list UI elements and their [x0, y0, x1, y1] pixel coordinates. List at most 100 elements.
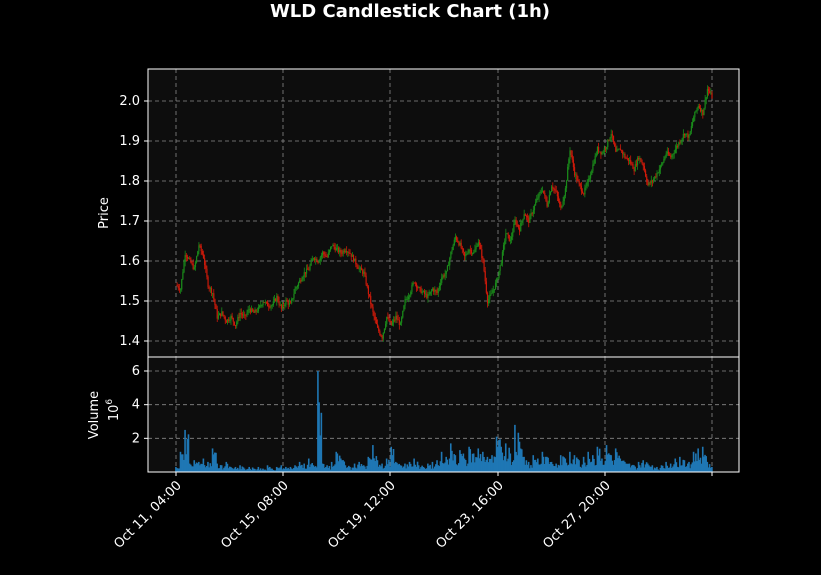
volume-scale-exponent: 6	[105, 399, 115, 405]
volume-bar	[319, 435, 322, 472]
candle-body-up	[514, 219, 516, 224]
candle-body-up	[618, 148, 620, 150]
volume-bar	[476, 457, 478, 472]
candle-body-up	[657, 172, 659, 174]
candle-body-up	[257, 307, 260, 312]
candle-body-up	[616, 149, 618, 152]
candle-body-up	[671, 154, 673, 158]
candle-body-up	[548, 194, 550, 203]
candle-body-up	[434, 289, 436, 292]
candle-body-down	[423, 290, 426, 294]
volume-bar	[708, 464, 711, 472]
candle-body-down	[245, 314, 247, 316]
candle-body-up	[309, 265, 311, 270]
volume-bar	[514, 424, 516, 472]
candle-body-up	[459, 242, 461, 246]
volume-bar	[424, 468, 427, 472]
volume-bar	[636, 468, 639, 472]
candle-body-down	[641, 161, 643, 164]
volume-bar	[518, 441, 521, 472]
volume-bar	[640, 467, 642, 472]
candle-body-up	[493, 289, 495, 291]
candle-body-up	[276, 295, 278, 301]
volume-bar	[354, 467, 357, 472]
volume-grid	[148, 357, 739, 472]
candle-body-up	[539, 191, 541, 194]
candle-body-up	[666, 151, 668, 154]
volume-bar	[624, 461, 626, 472]
volume-bar	[375, 456, 378, 472]
volume-bar	[669, 463, 672, 472]
volume-bar	[350, 469, 352, 472]
volume-bar	[225, 461, 228, 472]
candle-body-up	[279, 304, 281, 306]
candle-body-up	[594, 155, 596, 164]
candle-body-up	[691, 122, 694, 127]
candle-body-down	[376, 324, 379, 328]
volume-bar	[600, 460, 602, 472]
volume-bar	[297, 466, 300, 472]
volume-bar	[630, 465, 633, 472]
volume-bar	[693, 461, 696, 472]
volume-bar	[374, 461, 376, 472]
candle-body-up	[391, 322, 394, 326]
candle-body-up	[494, 282, 497, 290]
volume-bar	[185, 454, 188, 472]
volume-bar	[427, 463, 429, 472]
volume-bar	[455, 464, 458, 472]
volume-bar	[382, 468, 384, 472]
volume-bar	[709, 467, 712, 472]
candle-body-up	[603, 148, 605, 153]
candle-body-down	[517, 224, 520, 228]
volume-bar	[676, 466, 679, 472]
volume-bar	[381, 463, 383, 472]
volume-bar	[520, 449, 523, 472]
volume-bar	[405, 468, 407, 472]
candle-body-up	[502, 245, 505, 252]
volume-bar	[293, 467, 295, 472]
volume-bar	[581, 464, 584, 472]
candle-body-down	[630, 160, 632, 164]
volume-bar	[256, 469, 259, 472]
volume-bar	[561, 465, 563, 472]
volume-bar	[541, 451, 544, 472]
candle-body-down	[707, 89, 710, 92]
candle-body-up	[467, 252, 469, 254]
volume-bar	[259, 468, 262, 472]
volume-bar	[264, 469, 267, 472]
volume-bar	[265, 470, 268, 472]
volume-bar	[583, 462, 586, 472]
volume-bar	[493, 456, 496, 472]
volume-bar	[651, 465, 654, 472]
volume-bar	[706, 461, 709, 472]
candle-body-down	[612, 135, 615, 143]
candle-body-up	[688, 134, 690, 138]
candle-body-down	[253, 311, 255, 313]
candle-body-down	[304, 272, 307, 274]
volume-bar	[578, 460, 580, 472]
volume-bar	[485, 459, 488, 472]
candle-body-down	[185, 255, 187, 257]
candle-body-down	[325, 256, 327, 257]
candle-body-up	[409, 295, 411, 297]
candle-body-up	[562, 201, 564, 207]
volume-bar	[632, 464, 634, 472]
candle-body-down	[249, 309, 252, 313]
volume-tick-label: 2	[132, 431, 140, 446]
candle-body-up	[710, 92, 712, 94]
price-tick-label: 1.6	[119, 254, 140, 269]
candle-body-down	[241, 314, 244, 316]
volume-bar	[275, 466, 278, 472]
volume-bar	[211, 448, 214, 472]
candle-body-up	[602, 152, 604, 154]
volume-bar	[565, 462, 568, 472]
volume-bar	[352, 467, 355, 472]
volume-bar	[645, 462, 648, 472]
candle-body-down	[435, 289, 437, 292]
candle-body-down	[546, 200, 548, 207]
volume-bar	[683, 460, 686, 472]
volume-bar	[681, 465, 683, 472]
volume-bar	[511, 461, 514, 472]
volume-bar	[419, 468, 421, 472]
candle-body-up	[422, 290, 424, 292]
